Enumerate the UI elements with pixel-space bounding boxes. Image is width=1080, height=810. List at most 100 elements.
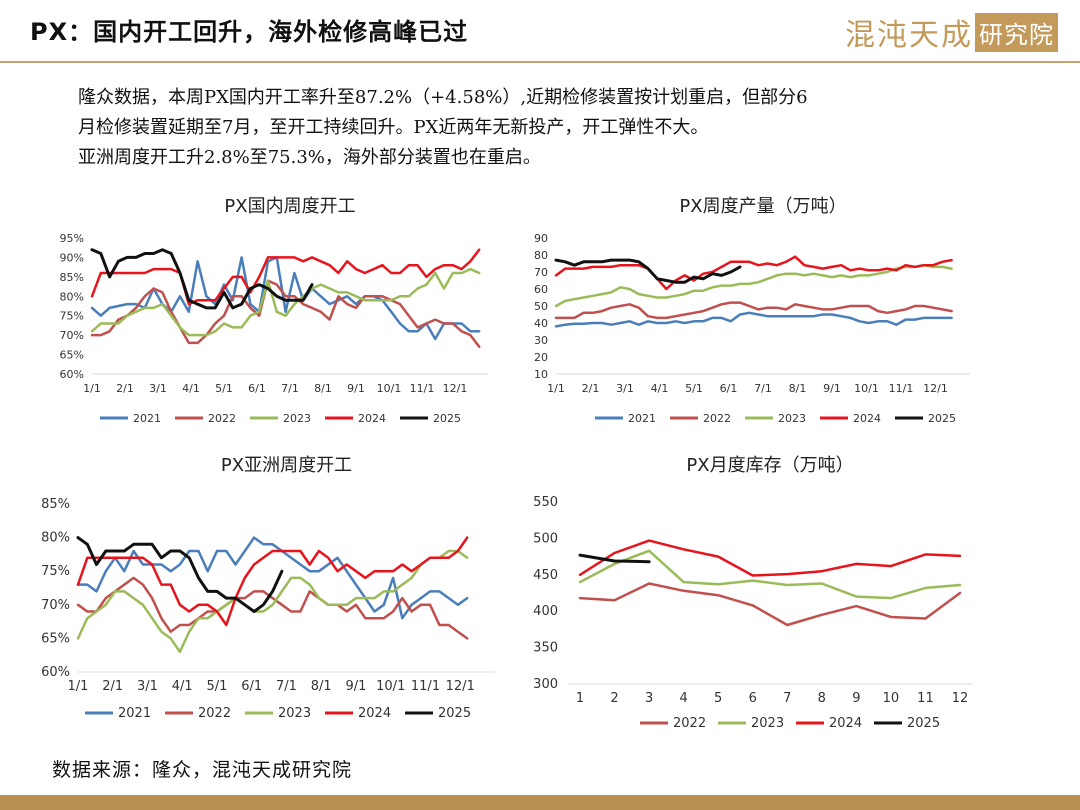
legend-label-2023: 2023 [751, 716, 784, 731]
y-tick-label: 30 [534, 334, 548, 347]
series-line-2025 [578, 553, 651, 564]
x-tick-label: 2/1 [582, 382, 600, 395]
y-tick-label: 90% [60, 251, 84, 264]
x-tick-label: 1/1 [68, 679, 89, 694]
x-tick-label: 6/1 [248, 382, 266, 395]
x-tick-label: 6/1 [241, 679, 262, 694]
x-tick-label: 1 [576, 691, 584, 706]
intro-text: 隆众数据，本周PX国内开工率升至87.2%（+4.58%）,近期检修装置按计划重… [78, 83, 1038, 173]
legend-label-2025: 2025 [438, 706, 471, 721]
series-line-2024 [90, 248, 481, 306]
series-line-2022 [554, 301, 953, 320]
legend-label-2021: 2021 [628, 412, 656, 425]
y-tick-label: 10 [534, 368, 548, 381]
y-tick-label: 90 [534, 232, 548, 245]
x-tick-label: 10 [883, 691, 900, 706]
intro-line: 隆众数据，本周PX国内开工率升至87.2%（+4.58%）,近期检修装置按计划重… [78, 87, 808, 108]
x-tick-label: 3/1 [137, 679, 158, 694]
y-tick-label: 65% [60, 349, 84, 362]
logo-text: 混沌天成 [845, 18, 973, 53]
legend-label-2022: 2022 [208, 412, 236, 425]
series-line-2025 [76, 536, 284, 613]
intro-line: 月检修装置延期至7月，至开工持续回升。PX近两年无新投产，开工弹性不大。 [78, 117, 709, 138]
footer-bar [0, 795, 1080, 810]
x-tick-label: 5 [714, 691, 722, 706]
x-tick-label: 10/1 [377, 382, 402, 395]
series-line-2021 [554, 311, 953, 328]
y-tick-label: 95% [60, 232, 84, 245]
chart-title: PX亚洲周度开工 [221, 455, 352, 476]
x-tick-label: 11/1 [410, 382, 435, 395]
y-tick-label: 75% [60, 310, 84, 323]
y-tick-label: 70% [41, 598, 70, 613]
x-tick-label: 4/1 [182, 382, 200, 395]
x-tick-label: 4/1 [172, 679, 193, 694]
x-tick-label: 7/1 [276, 679, 297, 694]
chart-title: PX月度库存（万吨） [686, 455, 853, 476]
x-tick-label: 2 [610, 691, 618, 706]
y-tick-label: 70% [60, 329, 84, 342]
x-tick-label: 9/1 [823, 382, 841, 395]
y-tick-label: 60% [41, 665, 70, 680]
data-source: 数据来源：隆众，混沌天成研究院 [52, 759, 353, 781]
series-line-2022 [90, 279, 481, 349]
x-tick-label: 2/1 [102, 679, 123, 694]
series-line-2022 [76, 576, 469, 640]
series-line-2023 [76, 549, 469, 654]
x-tick-label: 9/1 [347, 382, 365, 395]
header-divider [0, 61, 1080, 63]
x-tick-label: 2/1 [116, 382, 134, 395]
chart-title: PX国内周度开工 [224, 196, 355, 217]
chart-title: PX周度产量（万吨） [679, 196, 846, 217]
y-tick-label: 85% [41, 497, 70, 512]
x-tick-label: 5/1 [215, 382, 233, 395]
y-tick-label: 300 [533, 677, 558, 692]
chart-weekly-output: PX周度产量（万吨） 10 20 30 40 50 60 70 80 90 1/1 2/1 3/1 4/1… [534, 196, 970, 425]
y-tick-label: 60 [534, 283, 548, 296]
x-tick-label: 9/1 [346, 679, 367, 694]
y-tick-label: 80 [534, 249, 548, 262]
series-line-2022 [578, 582, 962, 627]
x-tick-label: 6/1 [720, 382, 738, 395]
brand-logo: 混沌天成 研究院 [845, 12, 1058, 53]
x-tick-label: 8 [818, 691, 826, 706]
series-line-2025 [90, 248, 314, 310]
x-tick-label: 8/1 [311, 679, 332, 694]
x-tick-label: 11/1 [411, 679, 440, 694]
x-tick-label: 8/1 [314, 382, 332, 395]
y-tick-label: 40 [534, 317, 548, 330]
series-line-2025 [554, 258, 742, 284]
x-tick-label: 6 [749, 691, 757, 706]
legend-label-2024: 2024 [853, 412, 881, 425]
y-tick-label: 80% [41, 531, 70, 546]
x-tick-label: 5/1 [685, 382, 703, 395]
legend-label-2024: 2024 [358, 706, 391, 721]
legend-label-2021: 2021 [118, 706, 151, 721]
y-tick-label: 75% [41, 564, 70, 579]
intro-line: 亚洲周度开工升2.8%至75.3%，海外部分装置也在重启。 [78, 147, 541, 168]
legend-label-2022: 2022 [703, 412, 731, 425]
y-tick-label: 350 [533, 641, 558, 656]
x-tick-label: 7 [783, 691, 791, 706]
series-line-2021 [76, 536, 469, 620]
y-tick-label: 70 [534, 266, 548, 279]
x-tick-label: 5/1 [207, 679, 228, 694]
y-tick-label: 20 [534, 351, 548, 364]
chart-asia-weekly-operating-rate: PX亚洲周度开工 60% 65% 70% 75% 80% 85% 1/1 2/1 3/1 4/1 5/… [41, 455, 495, 721]
x-tick-label: 4 [679, 691, 687, 706]
series-line-2024 [578, 539, 962, 577]
x-tick-label: 1/1 [83, 382, 101, 395]
legend-label-2025: 2025 [928, 412, 956, 425]
chart-domestic-weekly-operating-rate: PX国内周度开工 60% 65% 70% 75% 80% 85% 90% 95% 1/1 2/1 3/… [60, 196, 488, 425]
x-tick-label: 8/1 [789, 382, 807, 395]
legend-label-2024: 2024 [829, 716, 862, 731]
legend-label-2022: 2022 [198, 706, 231, 721]
legend-label-2025: 2025 [907, 716, 940, 731]
y-tick-label: 550 [533, 495, 558, 510]
legend-label-2023: 2023 [283, 412, 311, 425]
series-line-2024 [554, 255, 953, 291]
x-tick-label: 7/1 [754, 382, 772, 395]
legend-label-2021: 2021 [133, 412, 161, 425]
x-tick-label: 11 [917, 691, 934, 706]
logo-box-text: 研究院 [975, 12, 1058, 52]
